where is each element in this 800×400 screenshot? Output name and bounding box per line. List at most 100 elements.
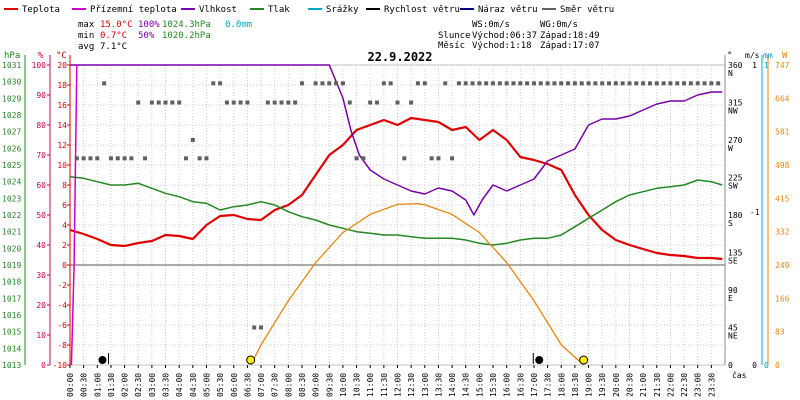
x-tick-label: 08:00: [284, 373, 293, 397]
x-axis: 00:00 00:30 01:00 01:30 02:00 02:30 03:00 03:30…: [66, 365, 747, 397]
wind-direction-point: [129, 156, 134, 161]
wind-direction-point: [286, 100, 291, 105]
x-tick-label: 17:30: [544, 373, 553, 397]
deg-tick-label: 225: [728, 174, 743, 183]
wind-direction-point: [395, 100, 400, 105]
series-2-line: [70, 64, 723, 216]
w-tick-label: 332: [775, 228, 790, 237]
w-tick-label: 747: [775, 61, 790, 70]
temp-unit: °C: [56, 51, 67, 61]
wind-direction-point: [504, 81, 509, 86]
hpa-tick-label: 1020: [2, 244, 21, 253]
temp-tick-label: -2: [57, 281, 67, 290]
hpa-tick-label: 1022: [2, 211, 21, 220]
x-tick-label: 07:30: [271, 373, 280, 397]
wind-direction-point: [320, 81, 325, 86]
x-tick-label: 01:30: [107, 373, 116, 397]
wind-direction-point: [613, 81, 618, 86]
legend-label: Rychlost větru: [384, 5, 460, 15]
wind-direction-point: [620, 81, 625, 86]
pct-tick-label: 30: [36, 271, 46, 280]
x-tick-label: 09:30: [325, 373, 334, 397]
wind-direction-point: [313, 81, 318, 86]
temp-tick-label: 14: [57, 121, 67, 130]
x-tick-label: 22:30: [680, 373, 689, 397]
hpa-tick-label: 1016: [2, 311, 21, 320]
w-tick-label: 0: [775, 361, 780, 370]
hpa-tick-label: 1029: [2, 94, 21, 103]
wind-direction-point: [245, 100, 250, 105]
wind-direction-point: [354, 156, 359, 161]
deg-tick-label: 90: [728, 286, 738, 295]
wind-direction-point: [422, 81, 427, 86]
series-0-line: [69, 116, 723, 261]
dir-tick-label: NW: [728, 107, 738, 116]
event-markers: [98, 353, 589, 365]
pct-tick-label: 60: [36, 181, 46, 190]
wind-direction-point: [293, 100, 298, 105]
x-tick-label: 02:00: [121, 373, 130, 397]
wind-direction-point: [661, 81, 666, 86]
wind-direction-point: [204, 156, 209, 161]
x-tick-label: 12:30: [407, 373, 416, 397]
temp-tick-label: -10: [53, 361, 68, 370]
x-tick-label: 21:30: [653, 373, 662, 397]
info-moon-set: Západ:17:07: [540, 41, 600, 51]
hpa-tick-label: 1028: [2, 111, 21, 120]
wind-direction-point: [695, 81, 700, 86]
w-tick-label: 498: [775, 161, 790, 170]
moon-set-icon: [535, 356, 544, 364]
w-tick-label: 415: [775, 194, 790, 203]
temp-tick-label: -8: [57, 341, 67, 350]
x-tick-label: 06:00: [230, 373, 239, 397]
wind-direction-point: [115, 156, 120, 161]
chart-title: 22.9.2022: [367, 50, 432, 64]
deg-tick-label: 45: [728, 324, 738, 333]
wind-direction-point: [600, 81, 605, 86]
wind-direction-point: [238, 100, 243, 105]
pct-tick-label: 0: [41, 361, 46, 370]
x-tick-label: 00:00: [66, 373, 75, 397]
hpa-tick-label: 1017: [2, 294, 21, 303]
wind-direction-point: [340, 81, 345, 86]
wind-direction-point: [559, 81, 564, 86]
axes: hPa% °C1031103010291028102710261025102410…: [2, 51, 790, 370]
temp-tick-label: 20: [57, 61, 67, 70]
wind-direction-point: [518, 81, 523, 86]
x-tick-label: 11:30: [380, 373, 389, 397]
wind-direction-point: [463, 81, 468, 86]
wind-direction-point: [566, 81, 571, 86]
legend-label: Směr větru: [560, 5, 614, 15]
pct-tick-label: 90: [36, 91, 46, 100]
x-tick-label: 13:00: [421, 373, 430, 397]
wind-direction-point: [654, 81, 659, 86]
wind-direction-point: [88, 156, 93, 161]
wind-direction-point: [218, 81, 223, 86]
ms-mid-tick: -1: [750, 208, 760, 217]
hpa-tick-label: 1019: [2, 261, 21, 270]
x-tick-label: 02:30: [134, 373, 143, 397]
w-tick-label: 83: [775, 328, 785, 337]
wind-direction-point: [361, 156, 366, 161]
x-axis-label: čas: [732, 370, 747, 380]
wind-direction-point: [143, 156, 148, 161]
ms-unit: m/s: [745, 51, 760, 60]
x-tick-label: 03:30: [162, 373, 171, 397]
stats-avg-temp: 7.1°C: [100, 42, 127, 52]
wind-direction-point: [259, 325, 264, 330]
wind-direction-point: [491, 81, 496, 86]
wind-direction-point: [552, 81, 557, 86]
x-tick-label: 06:30: [243, 373, 252, 397]
wind-direction-point: [102, 81, 107, 86]
hpa-tick-label: 1026: [2, 144, 21, 153]
wind-direction-point: [456, 81, 461, 86]
x-tick-label: 08:30: [298, 373, 307, 397]
x-tick-label: 05:30: [216, 373, 225, 397]
w-tick-label: 249: [775, 261, 790, 270]
x-tick-label: 20:00: [612, 373, 621, 397]
wind-direction-point: [74, 156, 79, 161]
x-tick-label: 14:30: [462, 373, 471, 397]
legend-label: Tlak: [268, 5, 290, 15]
x-tick-label: 22:00: [666, 373, 675, 397]
